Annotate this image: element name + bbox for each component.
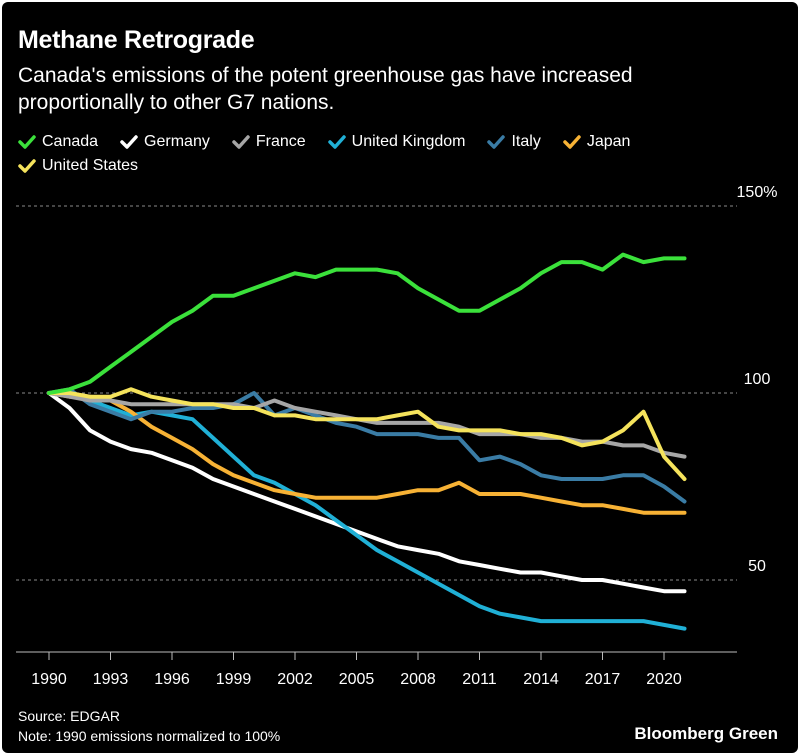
- legend-label: Japan: [586, 133, 631, 150]
- x-tick-label: 2017: [585, 671, 621, 688]
- legend-check-icon: [563, 135, 581, 149]
- legend-check-icon: [18, 135, 36, 149]
- x-tick-label: 1996: [154, 671, 190, 688]
- legend: Canada Germany France United Kingdom Ita…: [18, 132, 778, 176]
- legend-label: Italy: [511, 133, 541, 150]
- source-note: Source: EDGAR: [18, 708, 120, 724]
- legend-item-united-kingdom: United Kingdom: [327, 132, 466, 152]
- legend-label: Germany: [144, 133, 210, 150]
- legend-item-germany: Germany: [120, 132, 210, 152]
- x-tick-label: 2005: [339, 671, 375, 688]
- series-line-france: [47, 391, 687, 459]
- y-tick-label: 150%: [737, 184, 778, 201]
- legend-item-japan: Japan: [563, 132, 631, 152]
- legend-item-united-states: United States: [18, 156, 138, 176]
- brand-logo: Bloomberg Green: [634, 724, 778, 743]
- x-tick-label: 1990: [31, 671, 67, 688]
- series-line-japan: [47, 391, 687, 515]
- series-line-italy: [47, 387, 687, 504]
- legend-check-icon: [487, 135, 506, 149]
- legend-check-icon: [18, 159, 36, 173]
- legend-check-icon: [327, 135, 346, 149]
- y-tick-label: 50: [748, 558, 766, 575]
- x-tick-label: 2008: [400, 671, 436, 688]
- legend-check-icon: [120, 135, 138, 149]
- series-line-canada: [47, 252, 687, 395]
- chart-title: Methane Retrograde: [18, 26, 255, 54]
- legend-item-canada: Canada: [18, 132, 98, 152]
- normalization-note: Note: 1990 emissions normalized to 100%: [18, 728, 281, 744]
- x-tick-label: 2011: [462, 671, 497, 688]
- y-tick-label: 100: [744, 371, 771, 388]
- legend-check-icon: [232, 135, 250, 149]
- chart-subtitle: Canada's emissions of the potent greenho…: [18, 64, 633, 114]
- legend-label: United States: [42, 157, 139, 174]
- legend-item-france: France: [232, 132, 306, 152]
- x-tick-label: 2020: [646, 671, 682, 688]
- legend-item-italy: Italy: [487, 132, 541, 152]
- x-tick-label: 2014: [523, 671, 559, 688]
- x-tick-label: 1999: [216, 671, 252, 688]
- series-line-united-states: [47, 387, 687, 481]
- series-line-germany: [47, 391, 687, 594]
- x-tick-label: 1993: [93, 671, 129, 688]
- x-tick-label: 2002: [277, 671, 313, 688]
- legend-label: United Kingdom: [351, 133, 466, 150]
- legend-label: Canada: [42, 133, 99, 150]
- legend-label: France: [255, 133, 306, 150]
